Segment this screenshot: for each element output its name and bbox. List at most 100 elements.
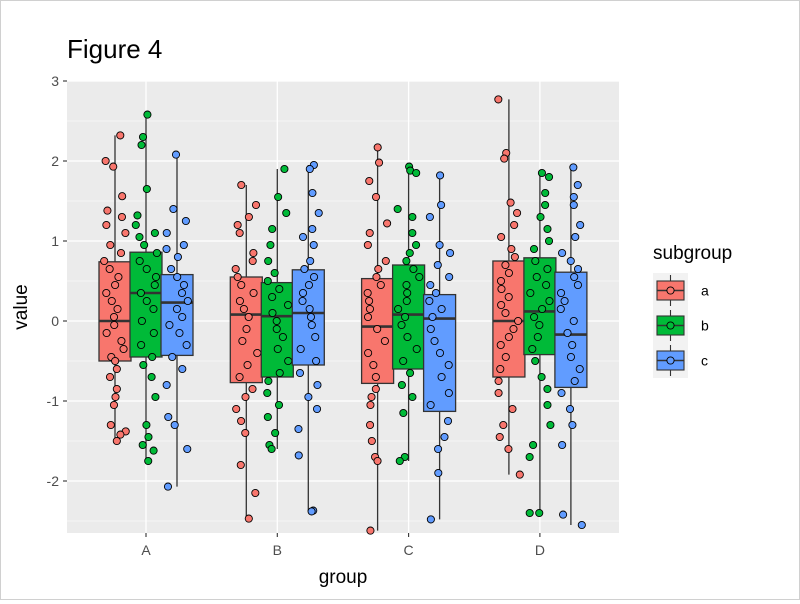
data-point (556, 288, 566, 298)
data-point (175, 328, 184, 338)
data-point (435, 348, 445, 358)
y-tick-label: 1 (51, 233, 59, 249)
data-point (365, 304, 375, 314)
data-point (529, 244, 539, 254)
data-point (263, 276, 272, 286)
y-axis: -2 -1 0 1 2 3 (47, 73, 67, 489)
data-point (308, 224, 317, 234)
data-point (425, 212, 434, 222)
data-point (109, 312, 119, 322)
data-point (405, 248, 414, 258)
box-B-c (291, 160, 325, 516)
data-point (397, 380, 406, 390)
data-point (162, 244, 171, 254)
data-point (268, 292, 277, 302)
box-C-b (391, 162, 426, 466)
data-point (272, 316, 281, 326)
data-point (408, 228, 417, 238)
data-point (142, 420, 151, 430)
data-point (177, 288, 187, 298)
data-point (569, 192, 578, 202)
data-point (415, 272, 424, 282)
data-point (401, 312, 410, 322)
data-point (425, 296, 434, 306)
box-A-c (160, 150, 194, 491)
data-point (402, 296, 411, 306)
data-point (241, 428, 250, 438)
y-tick-label: 2 (51, 153, 59, 169)
data-point (142, 264, 151, 274)
data-point (249, 288, 258, 298)
data-point (508, 404, 517, 414)
data-point (532, 272, 541, 282)
data-point (170, 420, 179, 430)
data-point (497, 300, 506, 310)
data-point (501, 260, 510, 270)
data-point (383, 219, 392, 228)
data-point (183, 296, 192, 306)
data-point (509, 324, 518, 334)
data-point (433, 260, 442, 270)
data-point (105, 264, 114, 274)
data-point (365, 296, 374, 306)
data-point (495, 432, 504, 442)
data-point (496, 364, 505, 374)
data-point (171, 150, 181, 159)
data-point (118, 192, 127, 201)
data-point (504, 444, 513, 454)
data-point (569, 163, 578, 172)
x-tick-label: C (404, 542, 414, 558)
data-point (381, 256, 390, 266)
data-point (137, 140, 146, 150)
legend-item-c: c (653, 343, 708, 378)
data-point (367, 392, 376, 402)
data-point (268, 224, 277, 234)
data-point (138, 132, 148, 142)
data-point (437, 200, 446, 210)
data-point (510, 220, 519, 230)
data-point (235, 372, 244, 382)
data-point (535, 320, 544, 330)
data-point (497, 284, 506, 294)
data-point (373, 456, 382, 466)
data-point (501, 308, 510, 318)
data-point (426, 280, 435, 290)
data-point (445, 272, 454, 282)
data-point (430, 336, 439, 346)
data-point (295, 368, 305, 378)
data-point (565, 404, 575, 414)
data-point (117, 336, 126, 346)
data-point (152, 248, 161, 258)
data-point (366, 420, 375, 430)
data-point (178, 364, 187, 374)
data-point (376, 280, 385, 290)
data-point (151, 392, 160, 402)
data-point (497, 232, 506, 242)
data-point (496, 276, 506, 286)
data-point (426, 324, 435, 334)
data-point (308, 188, 317, 198)
data-point (426, 515, 435, 524)
data-point (314, 208, 323, 218)
data-point (164, 412, 173, 422)
data-point (273, 344, 282, 354)
data-point (278, 332, 287, 342)
data-point (557, 388, 566, 398)
box-C-a (360, 143, 395, 535)
data-point (275, 284, 284, 294)
data-point (444, 360, 453, 370)
data-point (365, 176, 374, 186)
data-point (178, 312, 187, 322)
data-point (114, 272, 123, 282)
data-point (111, 280, 120, 290)
data-point (311, 332, 320, 342)
data-point (244, 312, 253, 322)
data-point (510, 252, 519, 262)
data-point (172, 304, 182, 314)
data-point (494, 95, 503, 104)
data-point (236, 460, 245, 470)
data-point (393, 204, 402, 214)
data-point (560, 296, 569, 306)
data-point (147, 372, 156, 382)
data-point (137, 316, 146, 326)
